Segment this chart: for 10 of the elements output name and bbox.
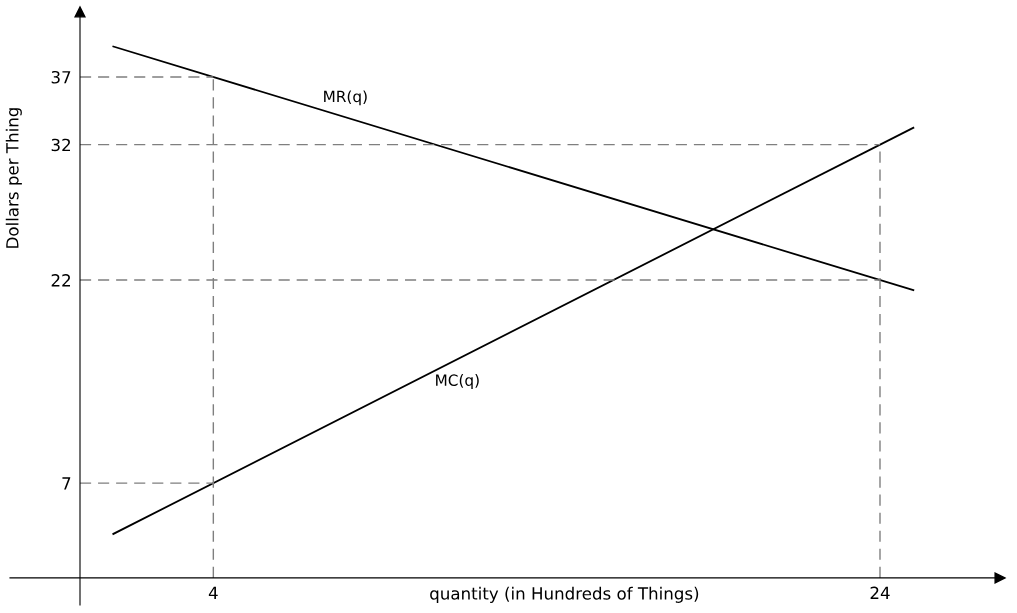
- x-tick-label: 4: [208, 586, 218, 599]
- series-label: MC(q): [436, 374, 479, 389]
- x-tick-label: 24: [870, 586, 890, 599]
- y-tick-label: 37: [51, 70, 71, 84]
- y-tick-label: 32: [51, 138, 70, 152]
- x-axis-title: quantity (in Hundreds of Things): [430, 586, 699, 603]
- y-tick-label: 7: [62, 477, 71, 490]
- y-axis-title: Dollars per Thing: [5, 108, 22, 248]
- series-label: MR(q): [324, 90, 367, 106]
- y-tick-label: 22: [51, 274, 70, 287]
